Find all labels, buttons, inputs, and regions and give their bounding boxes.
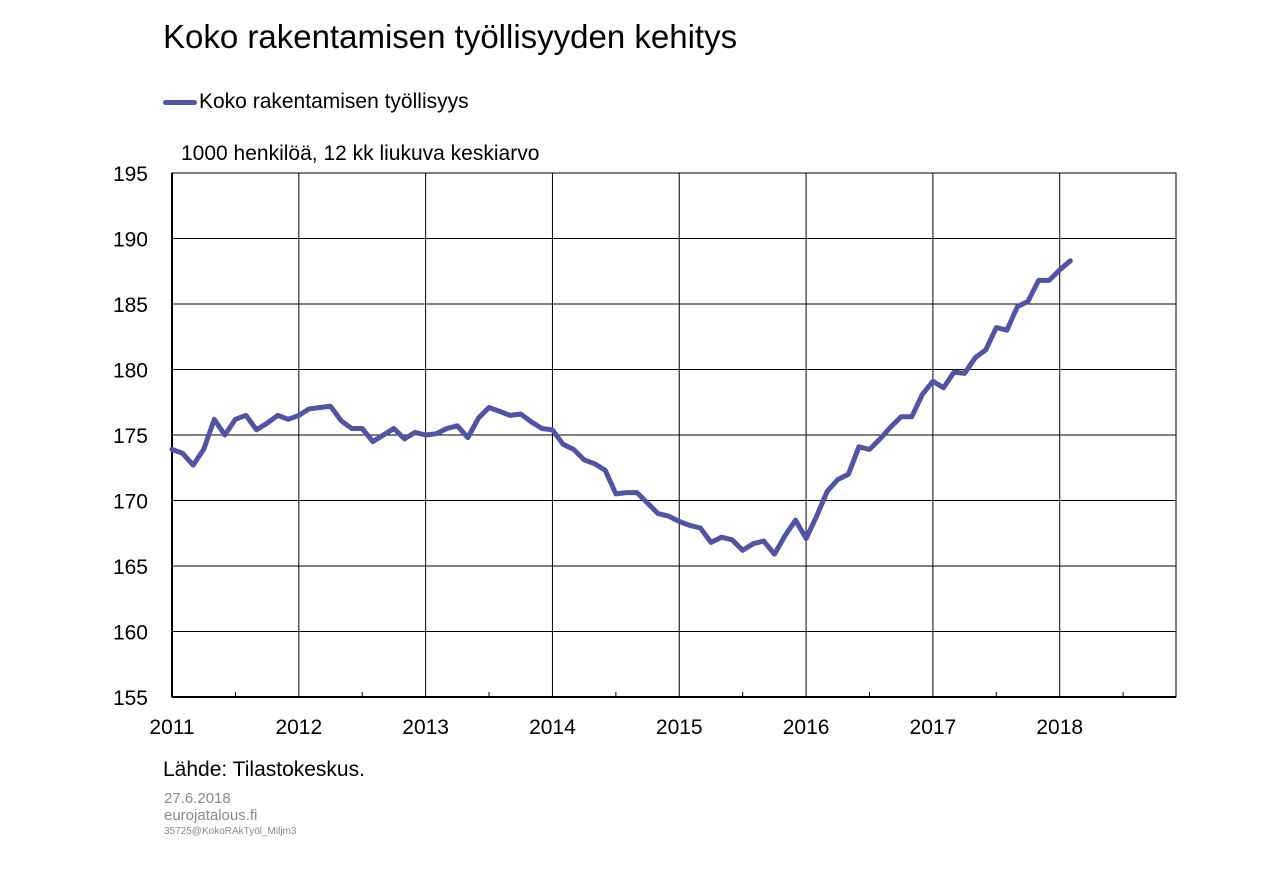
y-tick-label: 160 — [113, 622, 148, 645]
legend-label: Koko rakentamisen työllisyys — [199, 90, 469, 113]
y-tick-label: 195 — [113, 163, 148, 186]
y-axis-unit-label: 1000 henkilöä, 12 kk liukuva keskiarvo — [181, 142, 540, 165]
x-tick-label: 2015 — [656, 716, 703, 739]
x-tick-label: 2014 — [529, 716, 576, 739]
y-tick-label: 170 — [113, 491, 148, 514]
footer-site: eurojatalous.fi — [164, 807, 258, 824]
source-note: Lähde: Tilastokeskus. — [163, 758, 365, 781]
x-tick-label: 2017 — [910, 716, 957, 739]
y-tick-label: 190 — [113, 229, 148, 252]
footer-code: 35725@KokoRAkTyöl_Miljm3 — [164, 826, 297, 837]
y-tick-label: 175 — [113, 425, 148, 448]
x-tick-label: 2013 — [402, 716, 449, 739]
x-tick-label: 2018 — [1036, 716, 1083, 739]
x-tick-label: 2012 — [275, 716, 322, 739]
y-tick-label: 185 — [113, 294, 148, 317]
legend-swatch — [163, 99, 197, 105]
x-tick-label: 2016 — [783, 716, 830, 739]
y-tick-label: 180 — [113, 360, 148, 383]
footer-date: 27.6.2018 — [164, 790, 231, 807]
chart-title: Koko rakentamisen työllisyyden kehitys — [163, 18, 738, 55]
x-tick-label: 2011 — [149, 716, 194, 739]
series-line — [169, 258, 1073, 557]
y-tick-label: 155 — [113, 687, 148, 710]
y-tick-label: 165 — [113, 556, 148, 579]
legend: Koko rakentamisen työllisyys — [163, 88, 469, 116]
